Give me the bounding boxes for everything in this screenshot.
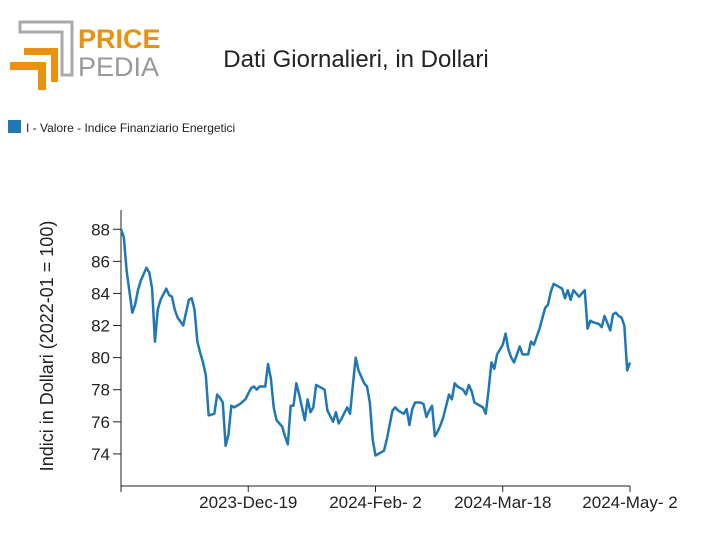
- y-tick-label: 74: [91, 445, 110, 464]
- legend-label: I - Valore - Indice Finanziario Energeti…: [26, 121, 235, 135]
- y-tick-label: 86: [91, 252, 110, 271]
- logo-shape: [10, 62, 46, 90]
- x-tick-label: 2024-Mar-18: [454, 493, 551, 512]
- y-tick-label: 88: [91, 220, 110, 239]
- y-tick-label: 78: [91, 381, 110, 400]
- logo: PRICE PEDIA: [10, 20, 161, 90]
- line-series: [119, 228, 632, 457]
- y-tick-label: 80: [91, 349, 110, 368]
- x-tick-label: 2024-May- 2: [582, 493, 677, 512]
- chart-title: Dati Giornalieri, in Dollari: [223, 46, 488, 73]
- y-tick-label: 84: [91, 284, 110, 303]
- logo-text: PEDIA: [78, 52, 159, 82]
- logo-frame: [18, 20, 74, 77]
- y-tick-label: 82: [91, 317, 110, 336]
- x-tick-label: 2023-Dec-19: [199, 493, 297, 512]
- y-tick-label: 76: [91, 413, 110, 432]
- x-tick-label: 2024-Feb- 2: [329, 493, 422, 512]
- y-axis-label: Indici in Dollari (2022-01 = 100): [37, 221, 57, 472]
- legend-swatch: [8, 120, 21, 133]
- logo-text: PRICE: [78, 24, 161, 54]
- logo-shape: [24, 48, 58, 82]
